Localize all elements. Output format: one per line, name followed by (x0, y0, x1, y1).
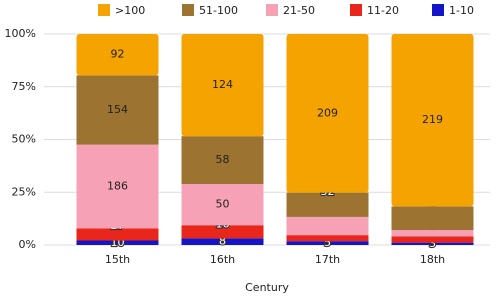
data-label: 92 (111, 48, 125, 61)
data-label: 154 (107, 103, 128, 116)
y-tick-label: 50% (12, 133, 36, 146)
legend-label: 51-100 (199, 4, 238, 17)
bar-segment (286, 241, 369, 245)
y-tick-label: 75% (12, 80, 36, 93)
bar-segment (391, 34, 474, 207)
y-tick-label: 100% (5, 27, 36, 40)
data-label: 3 (429, 237, 436, 250)
legend-label: 21-50 (283, 4, 315, 17)
data-label: 124 (212, 78, 233, 91)
data-label: 8 (219, 235, 226, 248)
legend-swatch (350, 4, 362, 16)
bar-segment (286, 192, 369, 217)
bar-segment (286, 216, 369, 236)
bar-segment (391, 206, 474, 231)
x-tick-label: 18th (420, 253, 445, 266)
bar-segment (76, 34, 159, 76)
bar-segment (391, 236, 474, 243)
legend-label: >100 (115, 4, 145, 17)
x-axis-label: Century (245, 281, 289, 294)
data-label: 186 (107, 180, 128, 193)
bar-segment (181, 238, 264, 245)
legend-swatch (98, 4, 110, 16)
data-label: 219 (422, 113, 443, 126)
y-tick-label: 0% (19, 238, 36, 251)
bar-segment (76, 240, 159, 245)
legend-label: 11-20 (367, 4, 399, 17)
bar-segment (76, 75, 159, 145)
bar-segment (181, 34, 264, 137)
bar-segment (391, 230, 474, 237)
legend-swatch (266, 4, 278, 16)
bar-segment (391, 242, 474, 245)
data-label: 209 (317, 106, 338, 119)
x-tick-label: 17th (315, 253, 340, 266)
y-tick-label: 25% (12, 185, 36, 198)
x-tick-label: 15th (105, 253, 130, 266)
data-label: 5 (324, 236, 331, 249)
bar-segment (181, 184, 264, 226)
bar-segment (76, 228, 159, 241)
bar-segment (181, 136, 264, 185)
data-label: 58 (216, 153, 230, 166)
bar-segment (286, 235, 369, 242)
data-label: 50 (216, 198, 230, 211)
legend-swatch (182, 4, 194, 16)
legend-swatch (432, 4, 444, 16)
bar-segment (76, 144, 159, 229)
x-tick-label: 16th (210, 253, 235, 266)
legend-label: 1-10 (449, 4, 474, 17)
bar-segment (181, 225, 264, 239)
bar-segment (286, 34, 369, 193)
